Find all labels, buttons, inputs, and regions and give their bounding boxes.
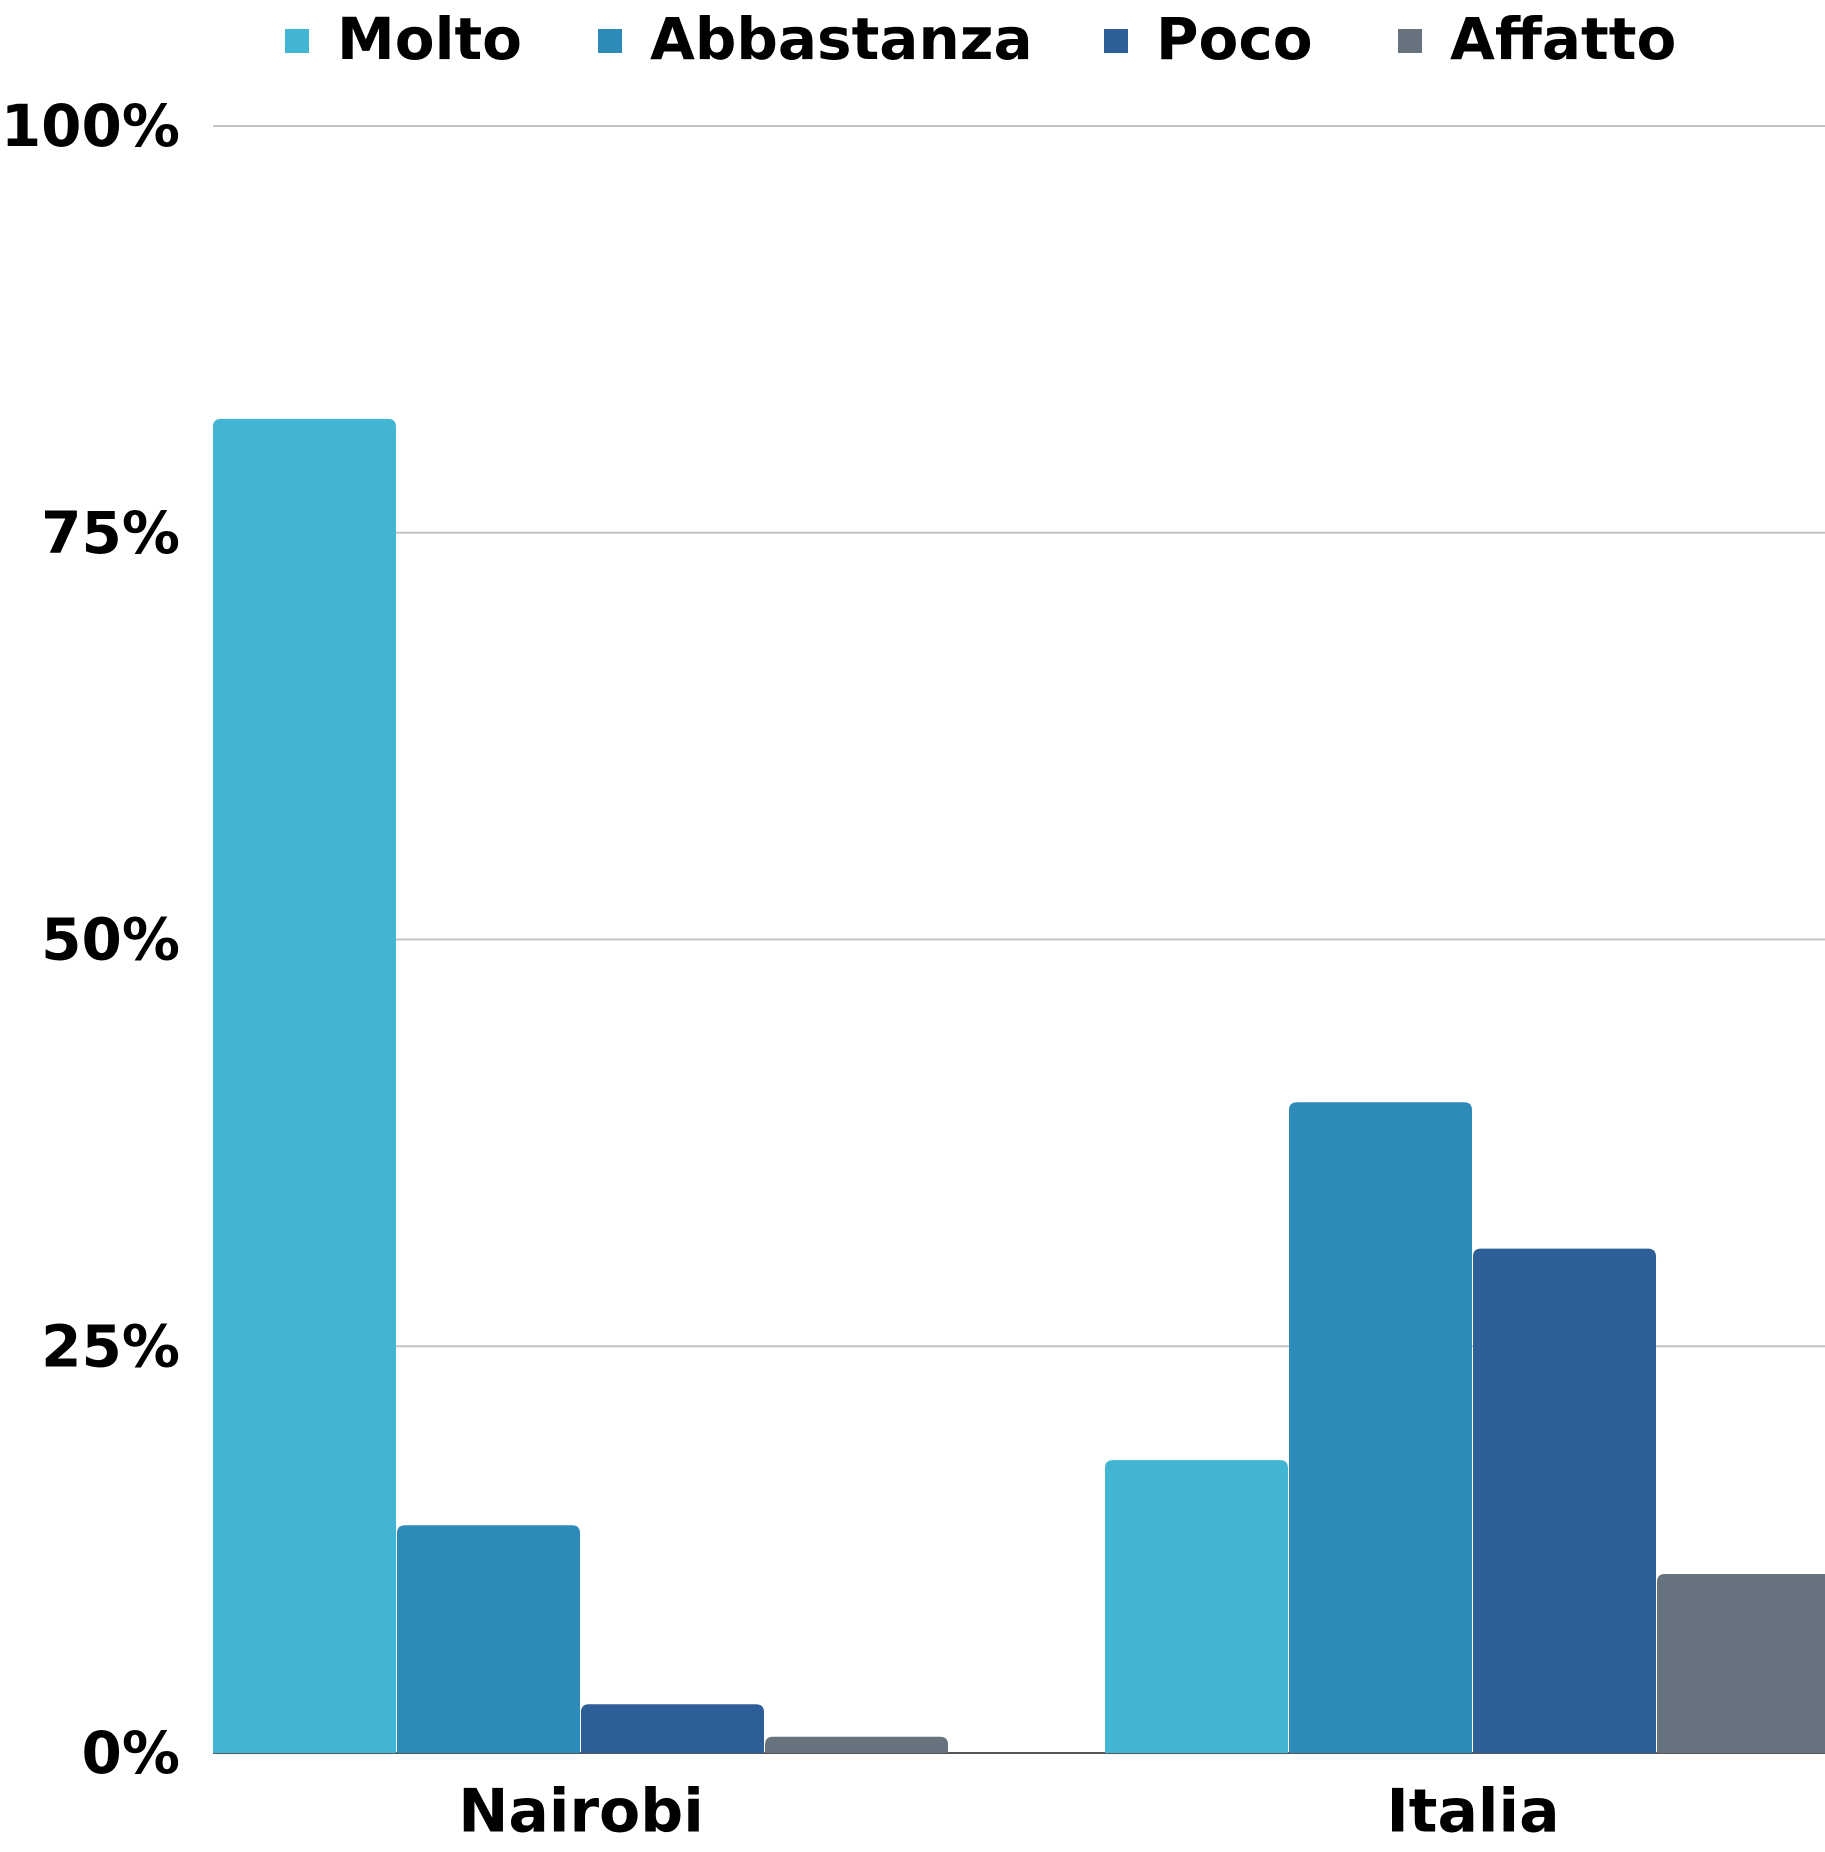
legend-swatch: [1398, 29, 1422, 53]
bar: [213, 418, 396, 1753]
x-tick-label: Nairobi: [458, 1777, 704, 1847]
y-tick-label: 0%: [82, 1719, 180, 1787]
legend-swatch: [1104, 29, 1128, 53]
bar: [1473, 1248, 1656, 1753]
bar: [1657, 1574, 1825, 1753]
x-tick-label: Italia: [1386, 1777, 1559, 1847]
bar: [765, 1736, 948, 1753]
y-tick-label: 25%: [41, 1312, 180, 1380]
y-tick-label: 75%: [41, 499, 180, 567]
legend-label: Molto: [337, 5, 522, 73]
y-tick-label: 50%: [41, 906, 180, 974]
legend-swatch: [598, 29, 622, 53]
bar: [1105, 1460, 1288, 1753]
bar: [581, 1704, 764, 1753]
y-tick-label: 100%: [1, 92, 180, 160]
legend-swatch: [285, 29, 309, 53]
bar: [1289, 1102, 1472, 1753]
legend-label: Abbastanza: [650, 5, 1033, 73]
bar: [397, 1525, 580, 1753]
legend-label: Poco: [1156, 5, 1313, 73]
legend-label: Affatto: [1450, 5, 1676, 73]
